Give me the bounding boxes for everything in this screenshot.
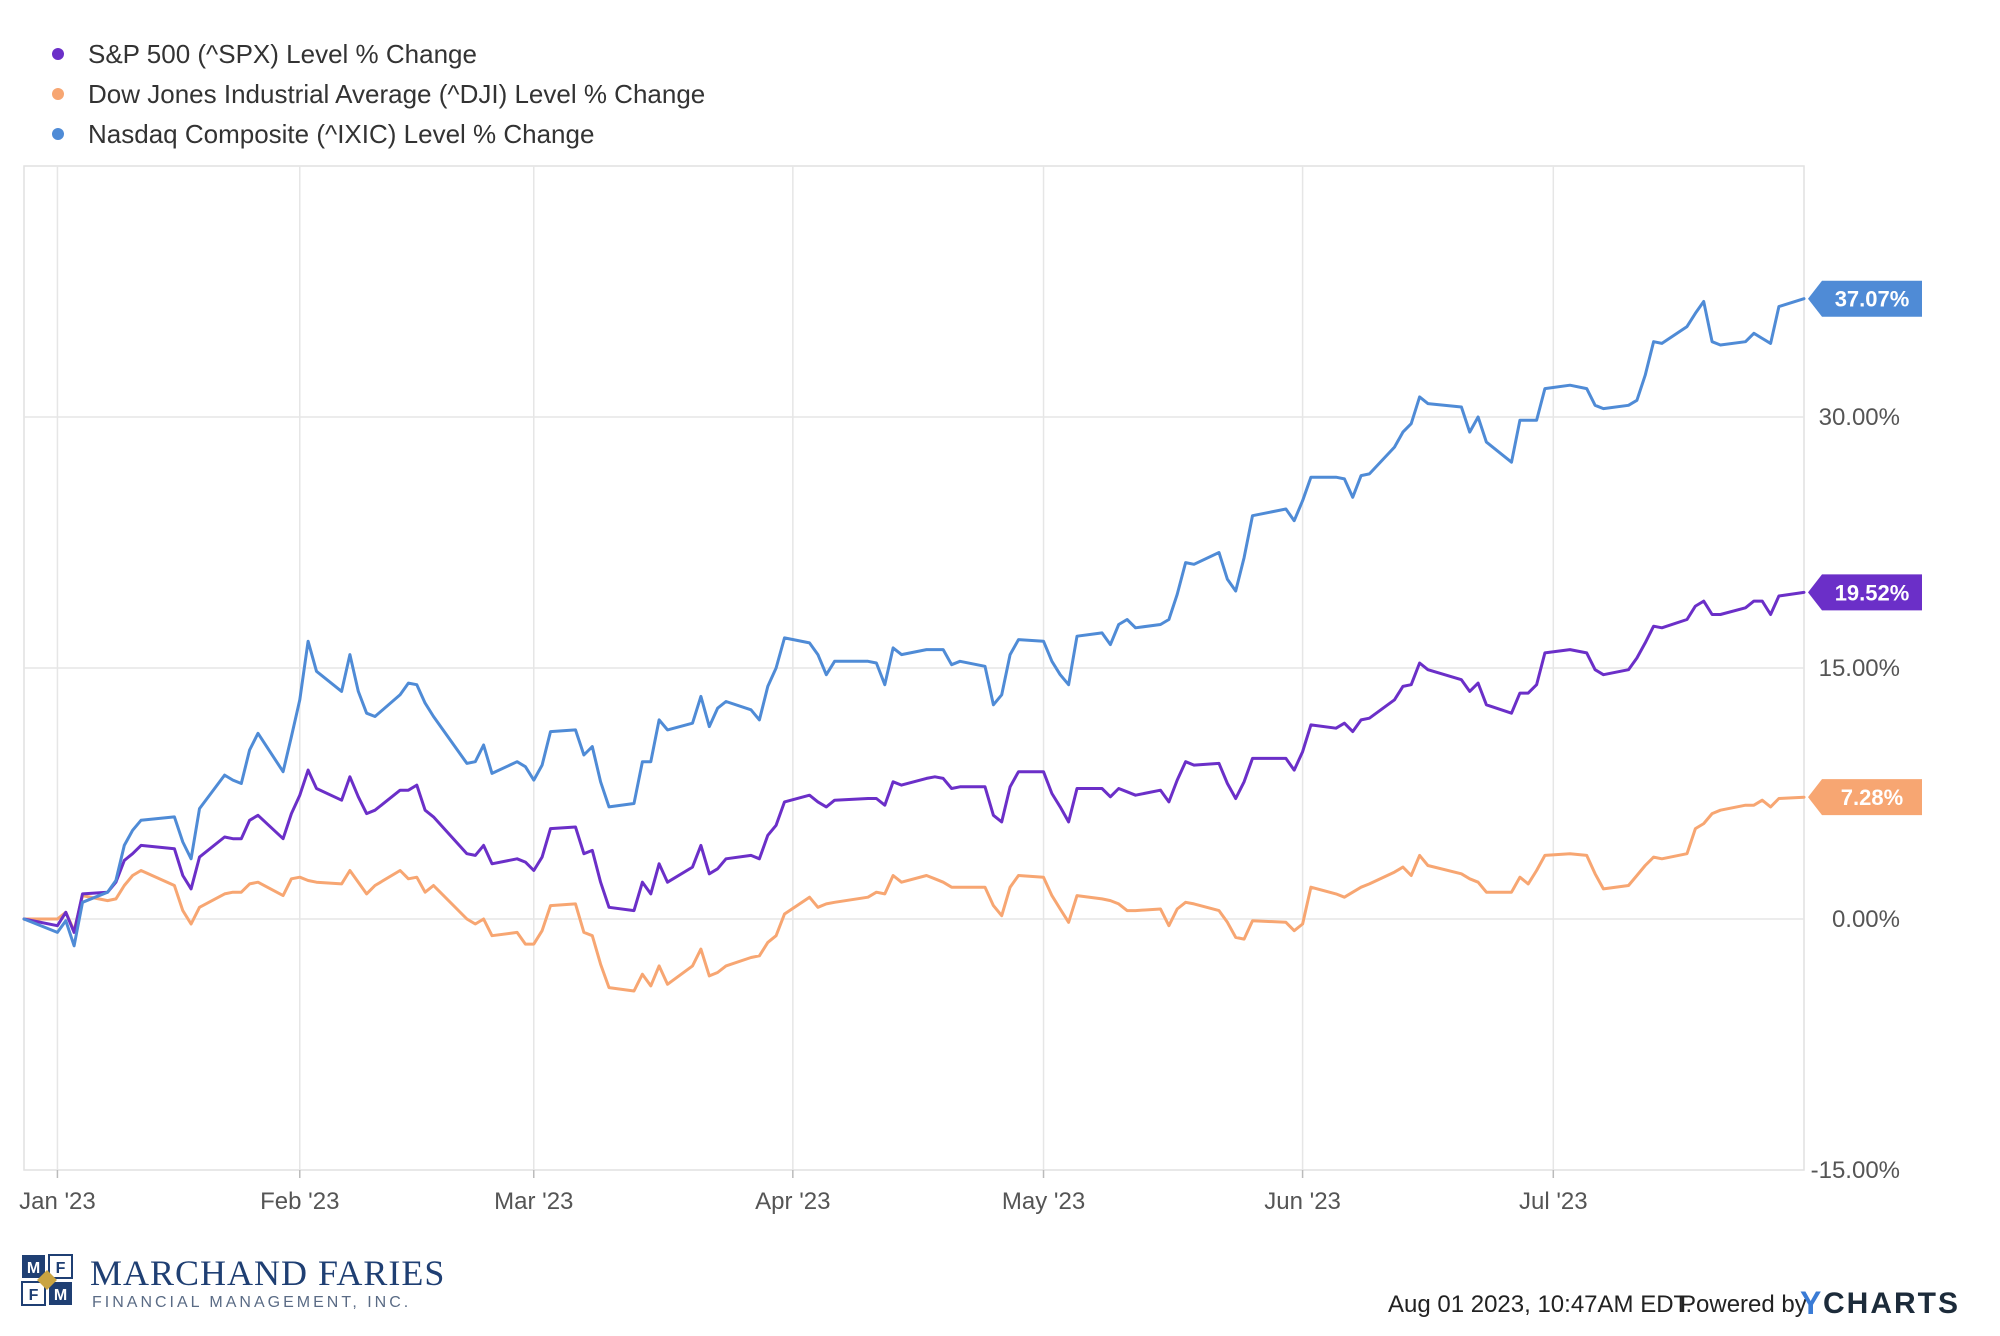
legend-label-3: Nasdaq Composite (^IXIC) Level % Change <box>88 119 594 149</box>
y-tick-label-3: 0.00% <box>1832 906 1900 933</box>
marchand-faries-logo: M F F M <box>21 1254 73 1306</box>
series-lines <box>22 297 1806 993</box>
legend-marker-3 <box>52 128 64 140</box>
legend-label-2: Dow Jones Industrial Average (^DJI) Leve… <box>88 79 705 109</box>
end-label-badge-3 <box>1808 280 1922 317</box>
x-tick-label-3: Mar '23 <box>494 1188 573 1215</box>
brand-name: MARCHAND FARIES <box>90 1253 445 1293</box>
y-tick-label-4: -15.00% <box>1811 1157 1900 1184</box>
x-tick-label-5: May '23 <box>1002 1188 1085 1215</box>
y-tick-label-1: 30.00% <box>1819 404 1900 431</box>
brand-subtitle: FINANCIAL MANAGEMENT, INC. <box>92 1294 411 1311</box>
x-axis: Jan '23 Feb '23 Mar '23 Apr '23 May '23 Jun '… <box>19 1170 1588 1215</box>
x-tick-label-2: Feb '23 <box>260 1188 339 1215</box>
x-tick-label-1: Jan '23 <box>19 1188 96 1215</box>
y-axis: 30.00% 15.00% 0.00% -15.00% <box>1811 404 1900 1184</box>
logo-letter-2: F <box>56 1260 66 1277</box>
legend-label-1: S&P 500 (^SPX) Level % Change <box>88 39 477 69</box>
x-tick-label-6: Jun '23 <box>1264 1188 1341 1215</box>
chart-legend: S&P 500 (^SPX) Level % Change Dow Jones I… <box>52 39 705 149</box>
ycharts-logo-y: Y <box>1800 1285 1821 1321</box>
end-label-badge-2 <box>1808 779 1922 816</box>
logo-letter-3: F <box>29 1287 39 1304</box>
footer-powered-by: Powered by <box>1680 1291 1807 1318</box>
legend-marker-2 <box>52 88 64 100</box>
x-tick-label-4: Apr '23 <box>755 1188 830 1215</box>
end-value-labels: 19.52% 7.28% 37.07% <box>1808 280 1922 816</box>
end-label-value-3: 37.07% <box>1835 287 1910 312</box>
logo-letter-4: M <box>54 1287 67 1304</box>
grid-lines <box>24 166 1804 1170</box>
logo-letter-1: M <box>27 1260 40 1277</box>
series-line-1 <box>22 590 1806 934</box>
footer-timestamp: Aug 01 2023, 10:47AM EDT. <box>1388 1291 1692 1318</box>
series-line-2 <box>22 795 1806 993</box>
end-label-badge-1 <box>1808 574 1922 611</box>
end-label-value-2: 7.28% <box>1841 785 1903 810</box>
legend-marker-1 <box>52 48 64 60</box>
series-line-3 <box>22 297 1806 948</box>
ycharts-logo-text: CHARTS <box>1823 1287 1960 1320</box>
y-tick-label-2: 15.00% <box>1819 655 1900 682</box>
x-tick-label-7: Jul '23 <box>1519 1188 1588 1215</box>
end-label-value-1: 19.52% <box>1835 580 1910 605</box>
